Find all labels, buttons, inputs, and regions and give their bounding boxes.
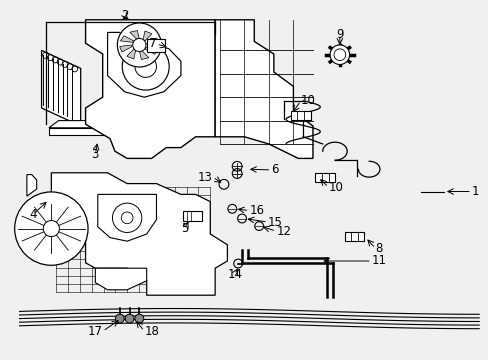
Circle shape xyxy=(43,221,60,237)
Text: 14: 14 xyxy=(227,268,242,281)
Text: 4: 4 xyxy=(29,208,37,221)
Polygon shape xyxy=(142,31,152,41)
Circle shape xyxy=(117,23,161,67)
Text: 10: 10 xyxy=(300,94,315,107)
Circle shape xyxy=(115,314,124,323)
Text: 15: 15 xyxy=(267,216,282,229)
Polygon shape xyxy=(85,20,215,158)
Bar xyxy=(183,211,202,221)
Text: 3: 3 xyxy=(91,148,99,161)
Polygon shape xyxy=(41,50,81,126)
Polygon shape xyxy=(130,31,139,40)
Circle shape xyxy=(122,43,169,90)
Polygon shape xyxy=(146,38,159,45)
Polygon shape xyxy=(49,121,115,128)
Text: 13: 13 xyxy=(198,171,212,184)
Polygon shape xyxy=(107,32,181,97)
Polygon shape xyxy=(49,128,105,135)
Circle shape xyxy=(329,45,349,64)
Text: 9: 9 xyxy=(335,28,343,41)
Text: 5: 5 xyxy=(181,222,188,235)
Text: 1: 1 xyxy=(471,185,478,198)
Polygon shape xyxy=(105,121,115,135)
Text: 2: 2 xyxy=(121,9,128,22)
Circle shape xyxy=(133,39,146,51)
Polygon shape xyxy=(126,49,136,59)
Circle shape xyxy=(15,192,88,265)
Text: 6: 6 xyxy=(271,163,278,176)
Text: 16: 16 xyxy=(249,204,264,217)
Circle shape xyxy=(135,314,143,323)
Text: 10: 10 xyxy=(328,181,343,194)
Polygon shape xyxy=(98,194,156,241)
Polygon shape xyxy=(51,173,227,295)
Polygon shape xyxy=(27,175,37,196)
Text: 11: 11 xyxy=(371,255,386,267)
Polygon shape xyxy=(120,36,134,42)
Text: 12: 12 xyxy=(276,225,291,238)
Text: 17: 17 xyxy=(87,325,102,338)
Polygon shape xyxy=(290,111,310,120)
Polygon shape xyxy=(95,268,146,290)
Polygon shape xyxy=(120,45,132,52)
Polygon shape xyxy=(315,173,334,182)
Circle shape xyxy=(125,314,134,323)
Circle shape xyxy=(112,203,142,233)
Text: 8: 8 xyxy=(375,242,382,255)
Text: 18: 18 xyxy=(144,325,159,338)
Text: 7: 7 xyxy=(149,37,156,50)
Polygon shape xyxy=(139,50,148,59)
Bar xyxy=(20,16,420,304)
Circle shape xyxy=(135,56,156,77)
Polygon shape xyxy=(344,232,364,241)
Bar xyxy=(146,39,165,52)
Polygon shape xyxy=(215,20,312,158)
Polygon shape xyxy=(144,48,158,54)
